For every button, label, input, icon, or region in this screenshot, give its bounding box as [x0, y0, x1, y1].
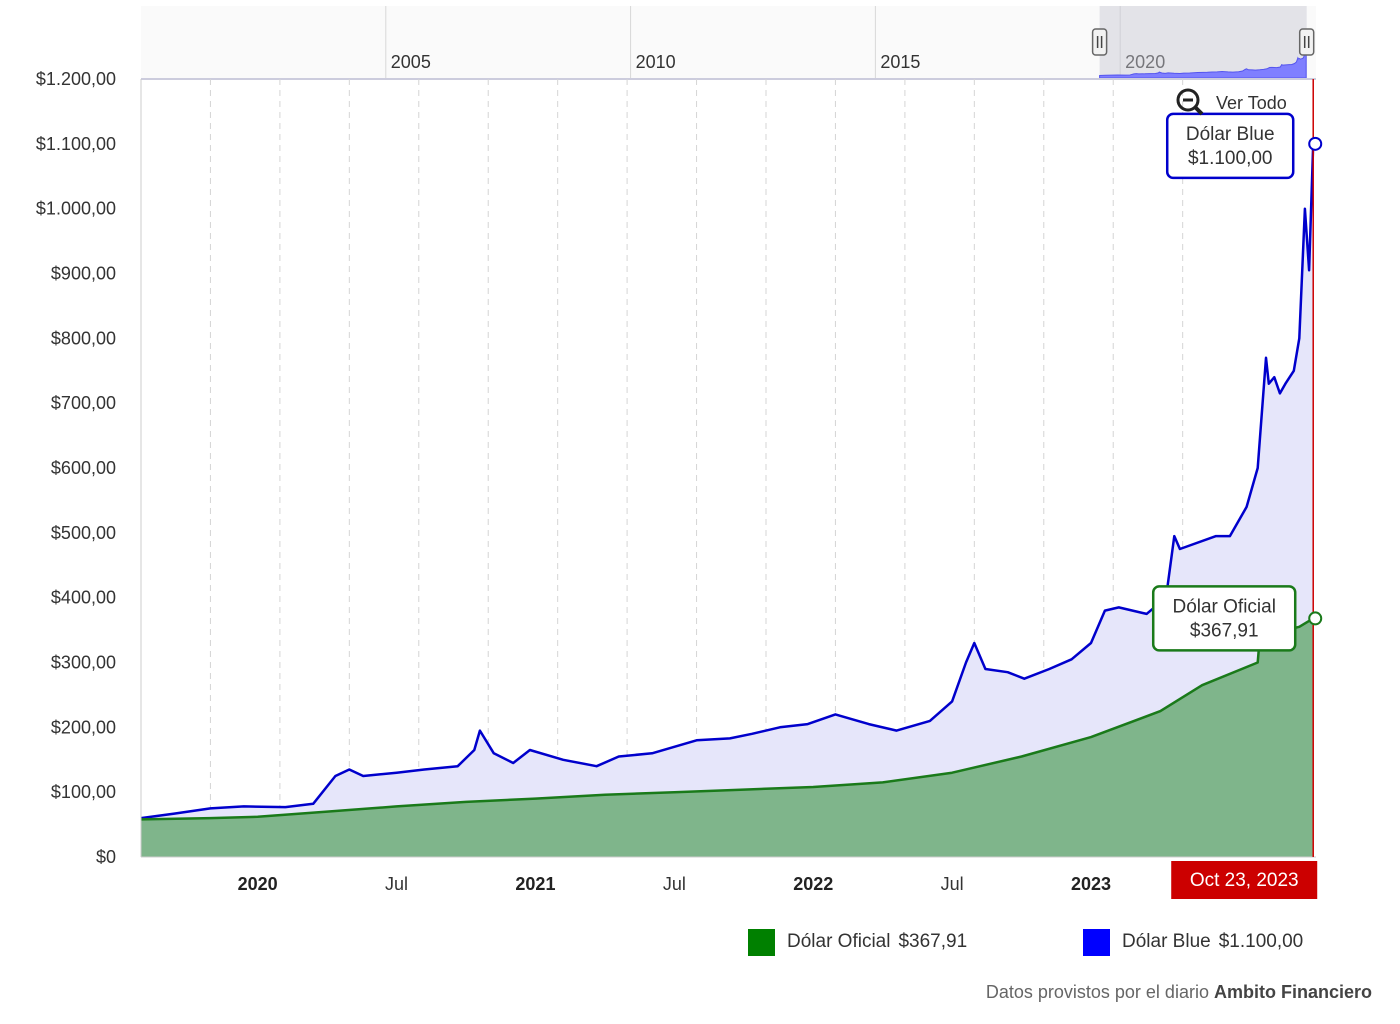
- tooltip-marker-dolar-oficial: [1308, 611, 1323, 626]
- tooltip-name-dolar-blue: Dólar Blue: [1186, 124, 1275, 145]
- crosshair-date-label: Oct 23, 2023: [1190, 870, 1299, 891]
- legend-value-blue: $1.100,00: [1218, 931, 1304, 952]
- zoom-out-icon: [1176, 88, 1204, 116]
- navigator-handle-right[interactable]: [1298, 28, 1315, 56]
- navigator-label: 2005: [391, 52, 431, 72]
- navigator-label: 2020: [1125, 52, 1165, 72]
- y-tick-label: $700,00: [51, 393, 116, 413]
- y-tick-label: $0: [96, 847, 116, 867]
- y-tick-label: $500,00: [51, 523, 116, 543]
- navigator-label: 2010: [636, 52, 676, 72]
- crosshair-date-box: [1171, 861, 1318, 899]
- source-name[interactable]: Ambito Financiero: [1213, 982, 1372, 1002]
- legend-item-oficial[interactable]: Dólar Oficial $367,91: [748, 928, 967, 956]
- x-tick-label: Jul: [663, 874, 686, 894]
- y-tick-label: $200,00: [51, 717, 116, 737]
- navigator-selection: [1099, 6, 1307, 79]
- legend-name-oficial: Dólar Oficial: [787, 931, 891, 952]
- navigator-handle-box: [1298, 28, 1315, 56]
- source-prefix: Datos provistos por el diario: [985, 982, 1209, 1002]
- tooltip-value-dolar-oficial: $367,91: [1190, 620, 1259, 641]
- series-line-dolar-blue: [140, 143, 1315, 820]
- legend-swatch-blue: [1083, 928, 1110, 956]
- legend-name-blue: Dólar Blue: [1122, 931, 1211, 952]
- series-area-dolar-oficial: [141, 618, 1314, 857]
- x-tick-label: Jul: [385, 874, 408, 894]
- tooltip-marker-dolar-blue: [1308, 136, 1323, 151]
- y-tick-label: $1.200,00: [36, 69, 116, 89]
- tooltip-name-dolar-oficial: Dólar Oficial: [1172, 596, 1275, 617]
- y-tick-label: $1.000,00: [36, 199, 116, 219]
- y-tick-label: $100,00: [51, 782, 116, 802]
- x-tick-label: 2022: [793, 874, 833, 894]
- y-tick-label: $300,00: [51, 653, 116, 673]
- x-tick-label: Jul: [941, 874, 964, 894]
- tooltip-value-dolar-blue: $1.100,00: [1188, 148, 1273, 169]
- legend-swatch-oficial: [748, 928, 775, 956]
- x-tick-label: 2023: [1071, 874, 1111, 894]
- navigator-series-dolar-blue: [1099, 49, 1307, 79]
- legend-item-blue[interactable]: Dólar Blue $1.100,00: [1083, 928, 1303, 956]
- ver-todo-label: Ver Todo: [1216, 92, 1287, 113]
- y-tick-label: $600,00: [51, 458, 116, 478]
- tooltip-box-dolar-blue: [1165, 112, 1295, 180]
- navigator-handle-box: [1091, 28, 1108, 56]
- tooltip-box-dolar-oficial: [1151, 585, 1297, 652]
- y-tick-label: $900,00: [51, 264, 116, 284]
- legend-value-oficial: $367,91: [898, 931, 968, 952]
- data-source-note: Datos provistos por el diario Ambito Fin…: [986, 982, 1372, 1003]
- x-tick-label: 2020: [238, 874, 278, 894]
- y-tick-label: $400,00: [51, 588, 116, 608]
- navigator-handle-left[interactable]: [1091, 28, 1108, 56]
- y-tick-label: $1.100,00: [36, 134, 116, 154]
- y-tick-label: $800,00: [51, 328, 116, 348]
- x-tick-label: 2021: [515, 874, 555, 894]
- navigator-label: 2015: [880, 52, 920, 72]
- series-area-dolar-blue: [141, 143, 1314, 858]
- ver-todo-button[interactable]: Ver Todo: [1174, 88, 1287, 118]
